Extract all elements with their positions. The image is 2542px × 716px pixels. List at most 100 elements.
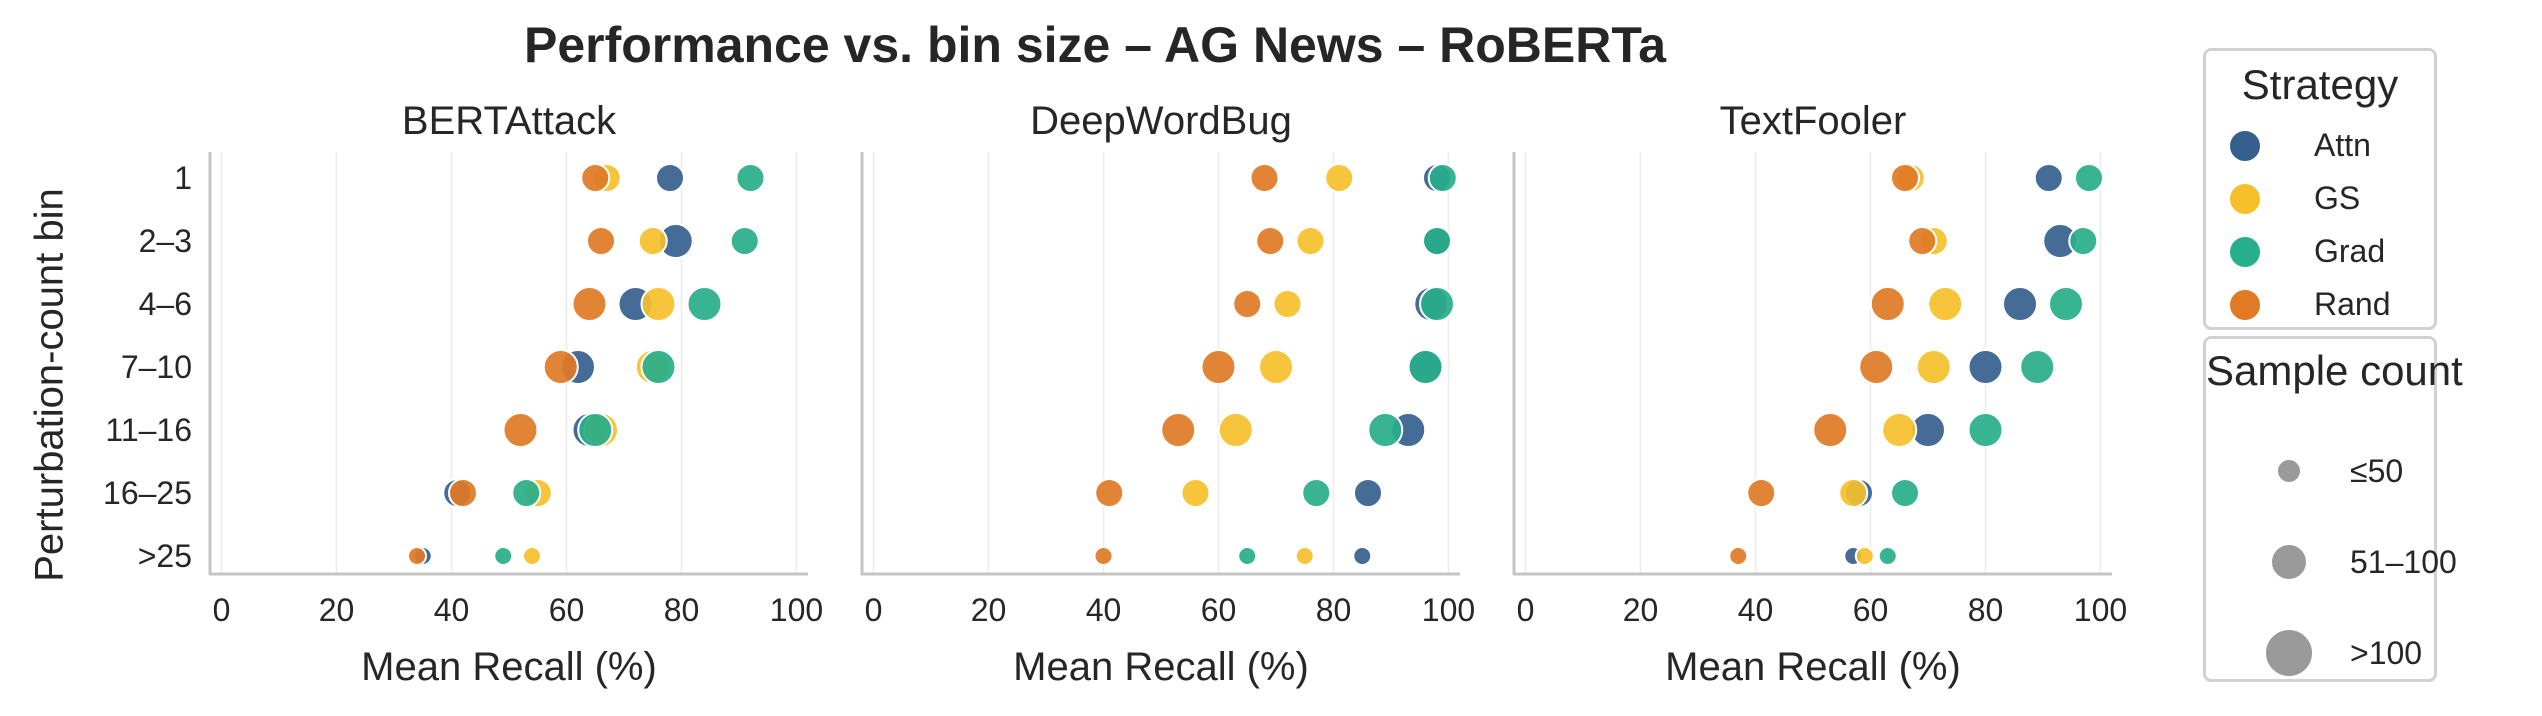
data-point-gs <box>1915 349 1952 385</box>
legend-size-label: >100 <box>2350 635 2423 671</box>
data-point-rand <box>542 349 579 385</box>
data-point-gs <box>1881 412 1918 448</box>
legend-marker <box>2228 235 2262 269</box>
legend-marker <box>2228 182 2262 216</box>
data-point-gs <box>1294 546 1315 566</box>
x-tick-label: 60 <box>1853 592 1889 628</box>
data-point-attn <box>1967 349 2004 385</box>
x-tick-label: 100 <box>2074 592 2127 628</box>
data-point-rand <box>502 412 539 448</box>
data-point-rand <box>1907 226 1938 256</box>
legend-item-label: Grad <box>2314 233 2386 269</box>
x-tick-label: 40 <box>1738 592 1774 628</box>
data-point-grad <box>1407 349 1444 385</box>
data-point-gs <box>1838 478 1869 508</box>
y-tick-label: 4–6 <box>139 286 192 322</box>
data-point-grad <box>1890 478 1920 508</box>
data-point-rand <box>1232 289 1263 319</box>
data-point-grad <box>2048 286 2084 322</box>
panel-title: TextFooler <box>1720 99 1907 143</box>
chart-title: Performance vs. bin size – AG News – RoB… <box>523 17 1667 73</box>
data-point-grad <box>2068 226 2099 256</box>
data-point-grad <box>640 349 677 385</box>
data-point-rand <box>1255 226 1286 256</box>
strategy-legend-title: Strategy <box>2241 61 2399 108</box>
data-point-gs <box>637 226 668 256</box>
chart-canvas: 0 20 40 60 80 100 Mean Recall (%) BERTAttack 1 2–… <box>103 99 2127 689</box>
x-axis-label: Mean Recall (%) <box>1665 645 1961 689</box>
x-tick-label: 20 <box>1623 592 1659 628</box>
x-tick-label: 0 <box>865 592 883 628</box>
legend-size-marker <box>2264 628 2314 678</box>
y-tick-label: 11–16 <box>105 412 192 448</box>
data-point-grad <box>729 226 760 256</box>
x-tick-label: 40 <box>434 592 470 628</box>
data-point-grad <box>493 546 514 566</box>
panel-title: BERTAttack <box>402 99 617 143</box>
x-tick-label: 60 <box>1201 592 1237 628</box>
legend-item-attn: Attn <box>2206 119 2434 171</box>
data-point-grad <box>1422 226 1452 256</box>
x-tick-label: 80 <box>664 592 700 628</box>
data-point-rand <box>1869 286 1906 322</box>
data-point-gs <box>1295 226 1326 256</box>
x-tick-label: 80 <box>1968 592 2004 628</box>
data-point-gs <box>640 286 677 322</box>
legend-size-large: >100 <box>2206 627 2434 679</box>
data-point-gs <box>1217 412 1254 448</box>
data-point-rand <box>1094 478 1125 508</box>
data-point-attn <box>1352 546 1373 566</box>
x-axis-label: Mean Recall (%) <box>1013 645 1309 689</box>
x-tick-label: 100 <box>770 592 823 628</box>
data-point-grad <box>1877 546 1898 566</box>
legend-item-gs: GS <box>2206 172 2434 224</box>
legend-size-medium: 51–100 <box>2206 536 2457 588</box>
x-tick-label: 0 <box>1517 592 1535 628</box>
legend-item-rand: Rand <box>2206 278 2434 330</box>
legend-marker <box>2228 288 2262 322</box>
data-point-grad <box>1367 412 1404 448</box>
x-tick-label: 100 <box>1422 592 1475 628</box>
data-point-grad <box>577 412 614 448</box>
strategy-legend: Strategy Attn GS Grad Rand <box>2203 48 2437 330</box>
x-tick-label: 0 <box>213 592 231 628</box>
sample-count-legend-title: Sample count <box>2206 347 2463 394</box>
x-tick-label: 20 <box>971 592 1007 628</box>
data-point-grad <box>1301 478 1332 508</box>
data-point-grad <box>511 478 542 508</box>
data-point-gs <box>522 546 542 566</box>
legend-marker <box>2228 129 2262 163</box>
y-tick-label: 16–25 <box>103 475 192 511</box>
data-point-rand <box>1858 349 1895 385</box>
x-tick-label: 20 <box>319 592 355 628</box>
sample-count-legend: Sample count ≤50 51–100 >100 <box>2203 336 2463 682</box>
data-point-gs <box>1272 289 1303 319</box>
x-tick-label: 80 <box>1316 592 1352 628</box>
data-point-attn <box>2002 286 2038 322</box>
legend-item-label: GS <box>2314 180 2361 216</box>
data-point-rand <box>1160 412 1197 448</box>
data-point-grad <box>1237 546 1258 566</box>
x-tick-label: 60 <box>549 592 585 628</box>
data-point-grad <box>2019 349 2056 385</box>
data-point-rand <box>1812 412 1849 448</box>
data-point-rand <box>1728 546 1749 566</box>
legend-size-label: 51–100 <box>2350 544 2457 580</box>
legend-size-small: ≤50 <box>2206 445 2434 497</box>
y-tick-label: 7–10 <box>121 349 192 385</box>
data-point-gs <box>1927 286 1964 322</box>
data-point-grad <box>1419 286 1455 322</box>
y-tick-label: >25 <box>138 538 192 574</box>
legend-item-label: Attn <box>2314 127 2371 163</box>
data-point-rand <box>1200 349 1237 385</box>
data-point-attn <box>2033 163 2064 193</box>
y-tick-label: 1 <box>174 160 192 196</box>
y-tick-label: 2–3 <box>139 223 192 259</box>
data-point-rand <box>586 226 616 256</box>
data-point-grad <box>735 163 766 193</box>
x-tick-label: 40 <box>1086 592 1122 628</box>
data-point-rand <box>407 546 427 566</box>
legend-size-marker <box>2270 543 2308 581</box>
data-point-rand <box>1890 163 1920 193</box>
panel-title: DeepWordBug <box>1030 99 1292 143</box>
